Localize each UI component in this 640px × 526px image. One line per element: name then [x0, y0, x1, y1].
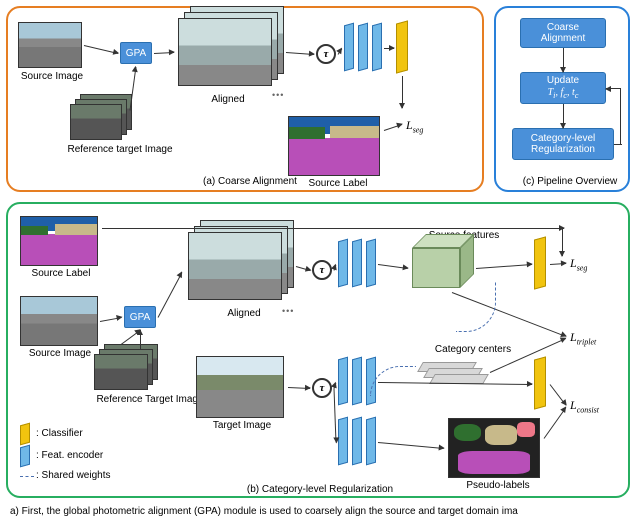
- tau-encoder-b1: τ: [312, 260, 332, 280]
- target-image-label: Target Image: [206, 420, 278, 432]
- arrow: [402, 76, 403, 108]
- aligned-thumb-b: [188, 232, 282, 300]
- reference-target-label-a: Reference target Image: [50, 144, 190, 156]
- source-image-label: Source Image: [14, 71, 90, 83]
- encoder-layer: [366, 417, 376, 466]
- loss-triplet: Ltriplet: [570, 330, 596, 346]
- arrow: [102, 228, 564, 229]
- flow-coarse-alignment: Coarse Alignment: [520, 18, 606, 48]
- panel-c-caption: (c) Pipeline Overview: [510, 176, 630, 188]
- pseudo-labels-caption: Pseudo-labels: [458, 480, 538, 492]
- category-centers-label: Category centers: [418, 344, 528, 356]
- encoder-layer: [352, 417, 362, 466]
- source-segmentation-thumb-b: [20, 216, 98, 266]
- pseudo-labels-thumb: [448, 418, 540, 478]
- arrow: [334, 264, 337, 270]
- tau-encoder-b2: τ: [312, 378, 332, 398]
- loss-seg-a: Lseg: [406, 118, 423, 134]
- gpa-module-a: GPA: [120, 42, 152, 64]
- figure-caption: a) First, the global photometric alignme…: [10, 506, 630, 520]
- encoder-layer: [372, 23, 382, 72]
- legend-shared-icon: [20, 476, 34, 477]
- classifier-head-a: [396, 20, 408, 73]
- arrow: [606, 88, 620, 89]
- target-image-thumb: [196, 356, 284, 418]
- tau-encoder-a: τ: [316, 44, 336, 64]
- legend-encoder-label: : Feat. encoder: [36, 450, 126, 461]
- flow-category-reg: Category-level Regularization: [512, 128, 614, 160]
- legend-classifier-label: : Classifier: [36, 428, 116, 439]
- aligned-thumb: [178, 18, 272, 86]
- encoder-layer: [358, 23, 368, 72]
- encoder-layer: [366, 239, 376, 288]
- legend-shared-label: : Shared weights: [36, 470, 136, 481]
- source-label-caption-b: Source Label: [26, 268, 96, 280]
- arrow: [384, 48, 394, 49]
- ellipsis-icon: •••: [282, 306, 294, 316]
- arrow: [563, 48, 564, 72]
- loss-consist: Lconsist: [570, 398, 599, 414]
- legend-encoder-icon: [20, 445, 30, 468]
- panel-a-caption: (a) Coarse Alignment: [180, 176, 320, 188]
- aligned-label-a: Aligned: [198, 94, 258, 106]
- aligned-label-b: Aligned: [214, 308, 274, 320]
- flow-update: UpdateTi, fc, tc: [520, 72, 606, 104]
- legend-classifier-icon: [20, 423, 30, 446]
- reference-thumb: [70, 104, 122, 140]
- classifier-head-b1: [534, 236, 546, 289]
- classifier-head-b2: [534, 356, 546, 409]
- encoder-layer: [338, 239, 348, 288]
- encoder-layer: [338, 417, 348, 466]
- reference-thumb-b: [94, 354, 148, 390]
- encoder-layer: [338, 357, 348, 406]
- source-image-thumb-b: [20, 296, 98, 346]
- encoder-layer: [344, 23, 354, 72]
- gpa-module-b: GPA: [124, 306, 156, 328]
- arrow: [563, 104, 564, 128]
- feature-cube: [412, 248, 460, 288]
- source-image-thumb: [18, 22, 82, 68]
- panel-b-caption: (b) Category-level Regularization: [210, 484, 430, 496]
- encoder-layer: [352, 239, 362, 288]
- source-segmentation-thumb: [288, 116, 380, 176]
- loss-seg-b: Lseg: [570, 256, 587, 272]
- source-image-label-b: Source Image: [24, 348, 96, 360]
- encoder-layer: [352, 357, 362, 406]
- ellipsis-icon: •••: [272, 90, 284, 100]
